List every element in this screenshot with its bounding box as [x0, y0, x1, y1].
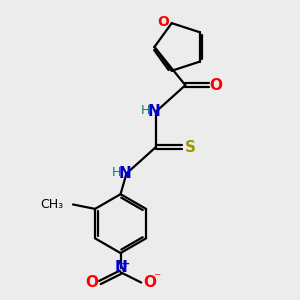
- Text: H: H: [141, 104, 150, 117]
- Text: S: S: [185, 140, 196, 154]
- Text: H: H: [112, 166, 121, 178]
- Text: O: O: [85, 275, 98, 290]
- Text: O: O: [210, 78, 223, 93]
- Text: N: N: [114, 260, 127, 275]
- Text: N: N: [118, 166, 131, 181]
- Text: O: O: [143, 275, 156, 290]
- Text: ⁻: ⁻: [153, 271, 160, 285]
- Text: CH₃: CH₃: [40, 198, 64, 211]
- Text: +: +: [121, 259, 130, 269]
- Text: N: N: [148, 104, 161, 119]
- Text: O: O: [158, 15, 169, 29]
